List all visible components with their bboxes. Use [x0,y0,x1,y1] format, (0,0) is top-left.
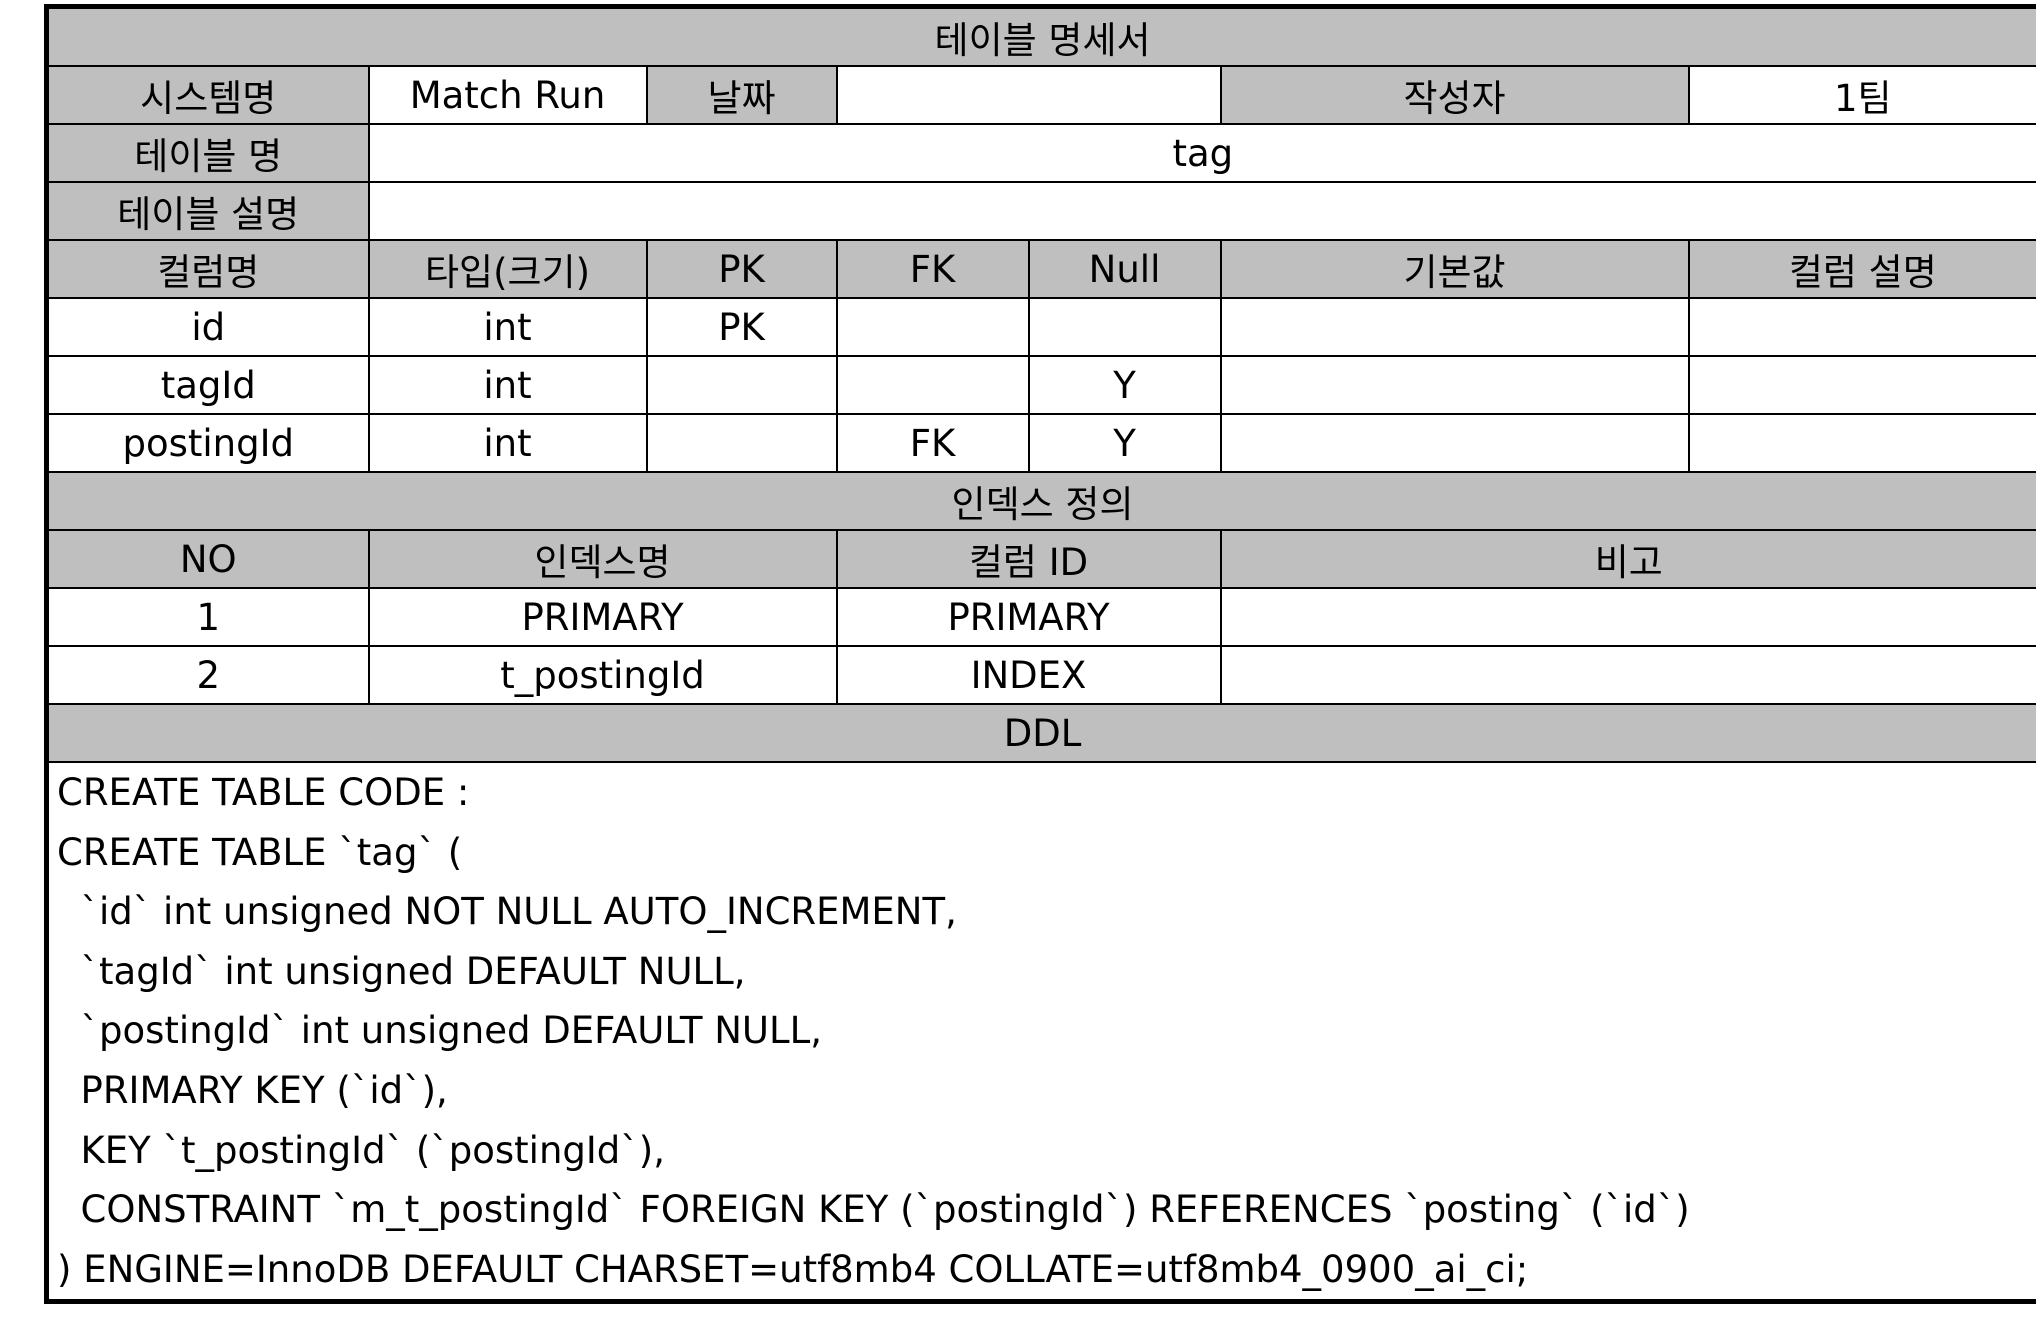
table-row: postingId int FK Y [45,413,2036,473]
column-default-cell [1219,413,1690,473]
table-row: 1 PRIMARY PRIMARY [45,587,2036,647]
column-header-desc: 컬럼 설명 [1687,239,2036,299]
column-fk-cell [835,297,1030,357]
column-type-cell: int [367,355,648,415]
ddl-code-block: CREATE TABLE CODE : CREATE TABLE `tag` (… [45,761,2036,1303]
ddl-line: CONSTRAINT `m_t_postingId` FOREIGN KEY (… [57,1188,1690,1232]
author-value: 1팀 [1687,65,2036,125]
table-desc-label: 테이블 설명 [45,181,370,241]
column-name-cell: postingId [45,413,370,473]
ddl-line: PRIMARY KEY (`id`), [57,1068,448,1112]
index-name-cell: t_postingId [367,645,838,705]
date-value [835,65,1222,125]
author-label: 작성자 [1219,65,1690,125]
column-desc-cell [1687,355,2036,415]
column-pk-cell: PK [645,297,838,357]
index-no-cell: 2 [45,645,370,705]
column-name-cell: id [45,297,370,357]
spec-title: 테이블 명세서 [45,5,2036,67]
column-header-default: 기본값 [1219,239,1690,299]
column-pk-cell [645,413,838,473]
column-header-type: 타입(크기) [367,239,648,299]
index-name-cell: PRIMARY [367,587,838,647]
ddl-line: ) ENGINE=InnoDB DEFAULT CHARSET=utf8mb4 … [57,1247,1529,1291]
index-note-cell [1219,645,2036,705]
ddl-section-title: DDL [45,703,2036,763]
index-header-name: 인덱스명 [367,529,838,589]
title-row: 테이블 명세서 [45,5,2036,67]
column-header-row: 컬럼명 타입(크기) PK FK Null 기본값 컬럼 설명 [45,239,2036,299]
table-name-value: tag [367,123,2036,183]
table-desc-row: 테이블 설명 [45,181,2036,241]
column-null-cell [1027,297,1222,357]
ddl-section-row: DDL [45,703,2036,763]
system-label: 시스템명 [45,65,370,125]
column-null-cell: Y [1027,355,1222,415]
ddl-line: KEY `t_postingId` (`postingId`), [57,1128,665,1172]
table-row: tagId int Y [45,355,2036,415]
column-desc-cell [1687,297,2036,357]
column-fk-cell [835,355,1030,415]
column-type-cell: int [367,413,648,473]
index-section-row: 인덱스 정의 [45,471,2036,531]
system-row: 시스템명 Match Run 날짜 작성자 1팀 [45,65,2036,125]
ddl-line: `postingId` int unsigned DEFAULT NULL, [57,1009,822,1053]
table-spec-sheet: 테이블 명세서 시스템명 Match Run 날짜 작성자 1팀 테이블 명 t… [44,4,2036,1305]
index-no-cell: 1 [45,587,370,647]
column-default-cell [1219,355,1690,415]
table-row: 2 t_postingId INDEX [45,645,2036,705]
date-label: 날짜 [645,65,838,125]
column-default-cell [1219,297,1690,357]
column-header-fk: FK [835,239,1030,299]
table-name-label: 테이블 명 [45,123,370,183]
column-fk-cell: FK [835,413,1030,473]
index-header-no: NO [45,529,370,589]
column-pk-cell [645,355,838,415]
ddl-line: CREATE TABLE `tag` ( [57,830,463,874]
index-header-row: NO 인덱스명 컬럼 ID 비고 [45,529,2036,589]
column-header-name: 컬럼명 [45,239,370,299]
column-desc-cell [1687,413,2036,473]
system-value: Match Run [367,65,648,125]
table-desc-value [367,181,2036,241]
column-type-cell: int [367,297,648,357]
column-name-cell: tagId [45,355,370,415]
index-header-column-id: 컬럼 ID [835,529,1222,589]
table-row: id int PK [45,297,2036,357]
index-column-id-cell: INDEX [835,645,1222,705]
index-note-cell [1219,587,2036,647]
index-header-note: 비고 [1219,529,2036,589]
ddl-line: `id` int unsigned NOT NULL AUTO_INCREMEN… [57,890,957,934]
column-header-null: Null [1027,239,1222,299]
column-null-cell: Y [1027,413,1222,473]
column-header-pk: PK [645,239,838,299]
ddl-line: CREATE TABLE CODE : [57,771,470,814]
ddl-body-row: CREATE TABLE CODE : CREATE TABLE `tag` (… [45,761,2036,1303]
index-section-title: 인덱스 정의 [45,471,2036,531]
ddl-line: `tagId` int unsigned DEFAULT NULL, [57,949,746,993]
index-column-id-cell: PRIMARY [835,587,1222,647]
table-name-row: 테이블 명 tag [45,123,2036,183]
